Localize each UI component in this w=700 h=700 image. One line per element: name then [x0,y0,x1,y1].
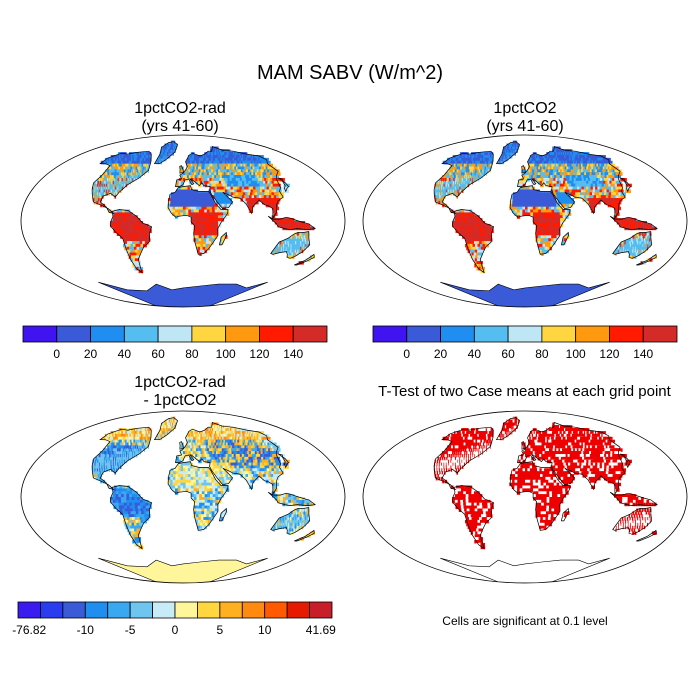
colorbar-swatch [22,325,58,343]
colorbar-tick-label: 5 [217,623,224,637]
colorbar-swatch [62,601,86,619]
colorbar-swatch [372,325,408,343]
colorbar-tick-label: 0 [172,623,179,637]
colorbar-swatch [292,325,328,343]
panel-title-full: 1pctCO2 (yrs 41-60) [486,100,564,135]
panel-title-diff: 1pctCO2-rad - 1pctCO2 [134,374,226,409]
colorbar-tick-label: 41.69 [306,623,336,637]
colorbar-tick-label: 40 [468,347,482,361]
colorbar-swatch [129,601,153,619]
colorbar-swatch [241,601,266,619]
colorbar-tick-label: -76.82 [12,623,46,637]
colorbar-abs-right: 0 20 40 60 80 100 120 140 [372,325,678,361]
colorbar-swatch [225,325,260,343]
colorbar-swatch [473,325,509,343]
colorbar-tick-label: 10 [258,623,272,637]
colorbar-tick-label: 80 [535,347,549,361]
panel-title-ttest: T-Test of two Case means at each grid po… [378,383,671,400]
colorbar-swatch [157,325,193,343]
colorbar-swatch [286,601,310,619]
colorbar-swatch [575,325,610,343]
colorbar-swatch [17,601,41,619]
colorbar-diff: -76.82 -10 -5 0 5 10 41.69 [12,601,336,637]
colorbar-swatch [152,601,176,619]
colorbar-tick-label: 0 [403,347,410,361]
colorbar-swatch [507,325,543,343]
colorbar-swatch [406,325,441,343]
colorbar-swatch [440,325,475,343]
colorbar-tick-label: 120 [599,347,619,361]
significance-note: Cells are significant at 0.1 level [442,614,608,628]
colorbar-tick-label: 140 [633,347,653,361]
main-title: MAM SABV (W/m^2) [256,62,444,84]
colorbar-swatch [642,325,678,343]
colorbar-swatch [90,325,125,343]
colorbar-tick-label: 60 [501,347,515,361]
colorbar-tick-label: 80 [185,347,199,361]
colorbar-abs-left: 0 20 40 60 80 100 120 140 [22,325,328,361]
colorbar-swatch [84,601,109,619]
colorbar-swatch [40,601,64,619]
colorbar-tick-label: 40 [118,347,132,361]
colorbar-swatch [191,325,227,343]
map-1pctco2-rad [20,134,346,308]
colorbar-tick-label: 20 [84,347,98,361]
map-1pctco2 [362,134,688,308]
colorbar-swatch [264,601,288,619]
colorbar-tick-label: -10 [77,623,95,637]
colorbar-tick-label: 120 [249,347,269,361]
colorbar-tick-label: 100 [566,347,586,361]
colorbar-swatch [309,601,333,619]
colorbar-tick-label: 60 [151,347,165,361]
panel-title-rad: 1pctCO2-rad (yrs 41-60) [134,100,226,135]
colorbar-swatch [219,601,243,619]
colorbar-tick-label: 100 [216,347,236,361]
map-ttest-significance [362,410,688,584]
colorbar-tick-label: -5 [125,623,136,637]
map-difference [20,410,346,584]
colorbar-swatch [259,325,294,343]
colorbar-tick-label: 0 [53,347,60,361]
colorbar-tick-label: 20 [434,347,448,361]
colorbar-swatch [56,325,91,343]
colorbar-tick-label: 140 [283,347,303,361]
colorbar-swatch [609,325,644,343]
colorbar-swatch [123,325,159,343]
colorbar-swatch [107,601,131,619]
colorbar-swatch [541,325,577,343]
colorbar-swatch [174,601,198,619]
colorbar-swatch [197,601,221,619]
